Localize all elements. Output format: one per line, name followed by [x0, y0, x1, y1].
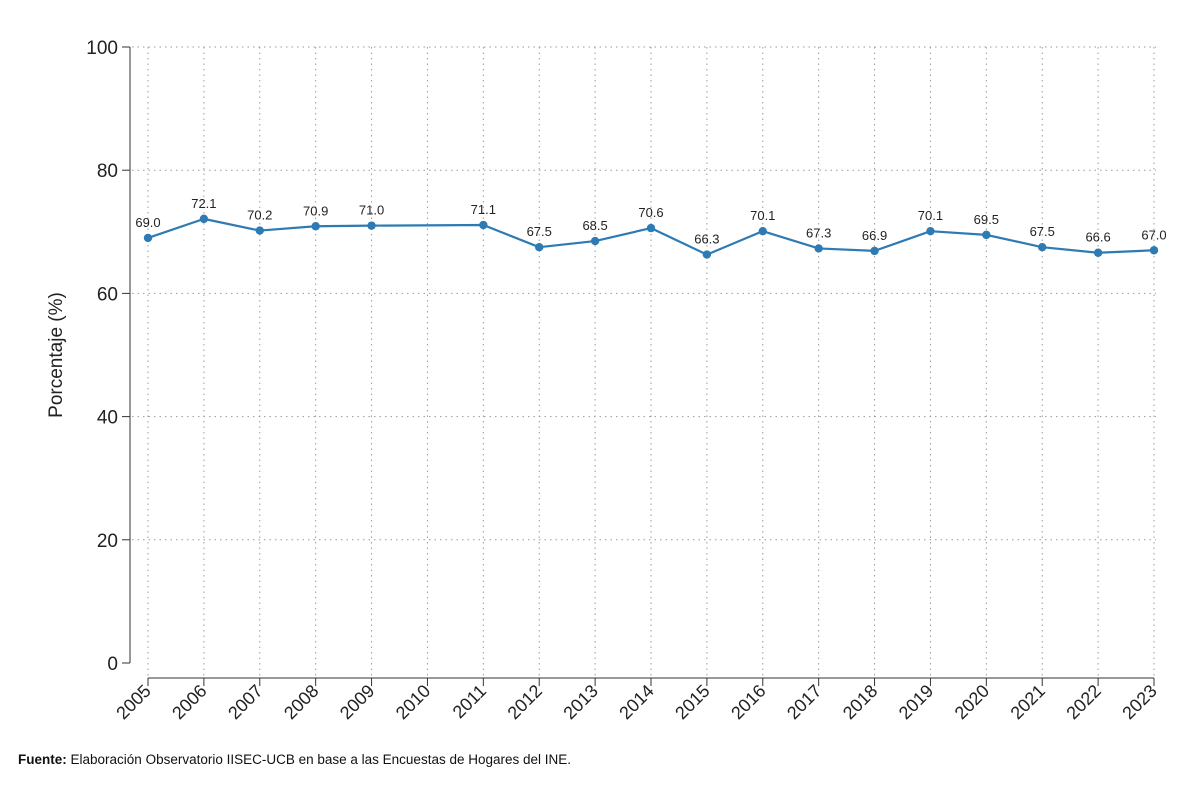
- data-label: 69.5: [974, 212, 999, 227]
- y-tick-label: 60: [97, 284, 118, 305]
- source-note: Fuente: Elaboración Observatorio IISEC-U…: [18, 752, 571, 767]
- data-label: 72.1: [191, 196, 216, 211]
- data-label: 69.0: [135, 215, 160, 230]
- x-tick-label: 2012: [504, 681, 546, 723]
- data-label: 66.3: [694, 232, 719, 247]
- x-tick-label: 2008: [280, 681, 322, 723]
- x-tick-label: 2020: [951, 681, 993, 723]
- data-point: [870, 246, 879, 256]
- data-point: [646, 223, 656, 233]
- data-label: 71.0: [359, 203, 384, 218]
- data-point: [758, 226, 767, 236]
- data-label: 66.6: [1085, 230, 1110, 245]
- data-point: [926, 226, 935, 236]
- x-tick-label: 2010: [392, 681, 434, 723]
- data-label: 71.1: [471, 202, 496, 217]
- x-tick-label: 2015: [671, 681, 713, 723]
- y-tick-label: 40: [97, 408, 118, 429]
- x-tick-label: 2022: [1062, 681, 1104, 723]
- data-label: 70.9: [303, 203, 328, 218]
- y-tick-label: 20: [97, 531, 118, 552]
- data-point: [814, 244, 823, 253]
- series-group: 69.0 72.1 70.2 70.9 71.0 71.1 67.5 68.5 70.6 66.3…: [135, 196, 1167, 259]
- x-tick-label: 2021: [1007, 681, 1049, 723]
- x-tick-label: 2007: [224, 681, 266, 723]
- y-tick-label: 100: [86, 38, 118, 59]
- data-point: [590, 236, 600, 246]
- y-tick-label: 0: [107, 654, 118, 675]
- x-tick-label: 2019: [895, 681, 937, 723]
- data-label: 70.1: [918, 208, 943, 223]
- data-point: [311, 222, 320, 231]
- data-label: 70.6: [638, 205, 663, 220]
- grid-lines: [132, 46, 1156, 678]
- x-tick-label: 2009: [336, 681, 378, 723]
- data-label: 67.0: [1141, 227, 1166, 242]
- data-point: [982, 230, 991, 240]
- data-point: [199, 214, 209, 224]
- x-tick-label: 2018: [839, 681, 881, 723]
- data-point: [479, 220, 488, 230]
- data-point: [143, 233, 153, 243]
- x-tick-label: 2023: [1118, 681, 1160, 723]
- x-tick-label: 2014: [615, 681, 657, 723]
- data-label: 67.5: [527, 224, 552, 239]
- x-tick-label: 2011: [449, 681, 491, 723]
- data-point: [1093, 248, 1103, 257]
- y-axis-title: Porcentaje (%): [46, 292, 67, 418]
- data-label: 70.2: [247, 208, 272, 223]
- data-label: 66.9: [862, 228, 887, 243]
- x-tick-label: 2005: [112, 681, 154, 723]
- data-label: 68.5: [582, 218, 607, 233]
- x-tick-label: 2006: [168, 681, 210, 723]
- data-label: 67.3: [806, 225, 831, 240]
- source-text: Elaboración Observatorio IISEC-UCB en ba…: [70, 752, 572, 767]
- data-point: [702, 250, 712, 259]
- data-label: 70.1: [750, 208, 775, 223]
- series-line: [147, 217, 1155, 256]
- source-label: Fuente:: [18, 752, 67, 767]
- data-label: 67.5: [1030, 224, 1055, 239]
- data-point: [535, 243, 544, 252]
- data-point: [1149, 246, 1159, 255]
- data-point: [367, 221, 376, 230]
- x-tick-label: 2017: [783, 681, 825, 723]
- axes: 0 20 40 60 80 100 2005 2006 2007 2008 2009 2010 2011…: [86, 38, 1161, 723]
- x-tick-label: 2016: [727, 681, 769, 723]
- x-tick-label: 2013: [559, 681, 601, 723]
- y-tick-label: 80: [97, 161, 118, 182]
- data-point: [1038, 243, 1047, 252]
- data-point: [255, 226, 264, 235]
